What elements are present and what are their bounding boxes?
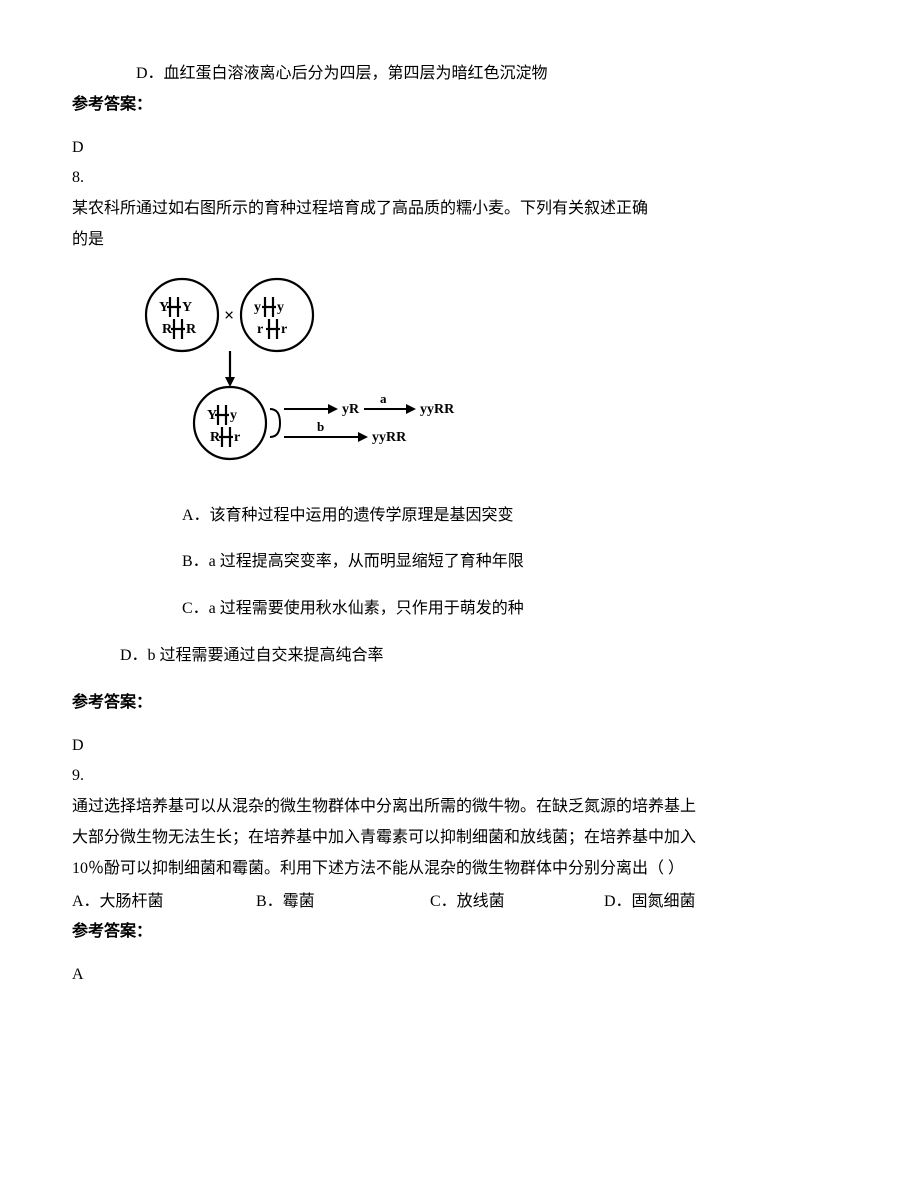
q9-option-b: B．霉菌 — [256, 888, 426, 917]
q9-line1: 通过选择培养基可以从混杂的微生物群体中分离出所需的微牛物。在缺乏氮源的培养基上 — [72, 793, 848, 822]
cross-symbol: × — [224, 305, 234, 325]
off-y: y — [230, 408, 237, 423]
reference-answer-label-8: 参考答案： — [72, 689, 848, 718]
q8-option-a: A．该育种过程中运用的遗传学原理是基因突变 — [182, 502, 848, 531]
q8-option-c: C．a 过程需要使用秋水仙素，只作用于萌发的种 — [182, 595, 848, 624]
q7-answer: D — [72, 134, 848, 163]
label-b: b — [317, 419, 324, 434]
q8-stem-line1: 某农科所通过如右图所示的育种过程培育成了高品质的糯小麦。下列有关叙述正确 — [72, 195, 848, 224]
pl-R2: R — [186, 322, 197, 337]
reference-answer-label-9: 参考答案： — [72, 918, 848, 947]
q9-option-a: A．大肠杆菌 — [72, 888, 252, 917]
q8-answer: D — [72, 732, 848, 761]
q8-stem-line2: 的是 — [72, 226, 848, 255]
breeding-diagram: Y Y R R × y y r r Y y R r yR a yyRR b yy… — [132, 273, 848, 484]
result-b: yyRR — [372, 430, 407, 445]
q9-number: 9. — [72, 762, 848, 791]
q8-number: 8. — [72, 164, 848, 193]
q9-option-c: C．放线菌 — [430, 888, 600, 917]
off-r: r — [234, 430, 240, 445]
pr-r1: r — [257, 322, 263, 337]
pr-r2: r — [281, 322, 287, 337]
q9-option-d: D．固氮细菌 — [604, 888, 744, 917]
pl-Y2: Y — [182, 300, 192, 315]
result-a: yyRR — [420, 402, 455, 417]
q9-line2: 大部分微生物无法生长；在培养基中加入青霉素可以抑制细菌和放线菌；在培养基中加入 — [72, 824, 848, 853]
reference-answer-label-7: 参考答案： — [72, 91, 848, 120]
q8-option-b: B．a 过程提高突变率，从而明显缩短了育种年限 — [182, 548, 848, 577]
q9-line3: 10％酚可以抑制细菌和霉菌。利用下述方法不能从混杂的微生物群体中分别分离出（ ） — [72, 855, 848, 884]
q9-answer: A — [72, 961, 848, 990]
q9-options: A．大肠杆菌 B．霉菌 C．放线菌 D．固氮细菌 — [72, 888, 848, 917]
q7-option-d: D．血红蛋白溶液离心后分为四层，第四层为暗红色沉淀物 — [136, 60, 848, 89]
label-a: a — [380, 391, 387, 406]
pr-y1: y — [254, 300, 261, 315]
pr-y2: y — [277, 300, 284, 315]
q8-option-d: D．b 过程需要通过自交来提高纯合率 — [120, 642, 848, 671]
path-mid: yR — [342, 402, 360, 417]
